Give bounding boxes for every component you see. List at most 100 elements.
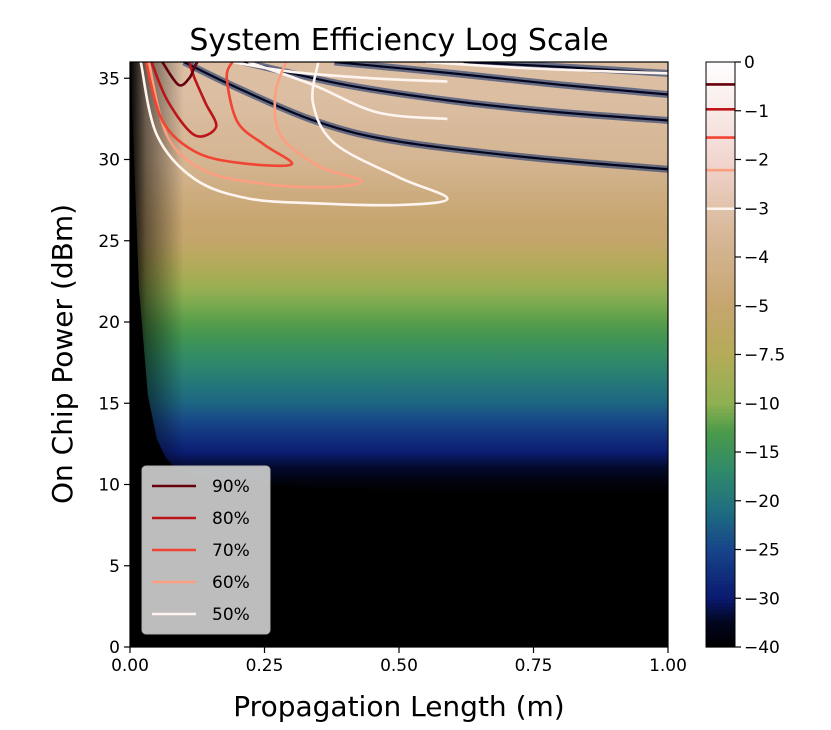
colorbar-band [706,497,735,502]
colorbar-band [706,599,735,604]
colorbar-tick-label-12: −40 [744,638,780,658]
colorbar-band [706,555,735,560]
contour-50-upper [231,62,448,83]
colorbar-band [706,606,735,612]
colorbar-band [706,248,735,253]
colorbar-band [706,573,735,579]
colorbar: 0 −1 −2 −3 −4 −5 −7.5 −10 −15 −20 −25 −30 −40 [705,53,785,658]
colorbar-band [706,577,735,582]
colorbar-band [706,62,735,67]
y-tick-label-5: 25 [98,232,120,252]
chart-title: System Efficiency Log Scale [189,23,608,58]
colorbar-band [706,584,735,590]
contour-70- [144,62,294,168]
colorbar-tick-label-5: −5 [744,297,769,317]
colorbar-band [706,372,735,378]
colorbar-tick-label-9: −20 [744,492,780,512]
colorbar-band [706,570,735,575]
contour-90- [161,62,199,87]
colorbar-band [706,391,735,396]
x-tick-label-3: 0.75 [515,656,553,676]
colorbar-band [706,544,735,549]
colorbar-tick-label-7: −10 [744,394,780,414]
colorbar-band [706,537,735,542]
colorbar-band [706,643,735,648]
y-tick-label-6: 30 [98,151,120,171]
colorbar-band [706,595,735,601]
legend-label-1: 80% [212,509,250,529]
colorbar-ticks: 0 −1 −2 −3 −4 −5 −7.5 −10 −15 −20 −25 −30 −40 [735,53,785,658]
colorbar-tick-label-11: −30 [744,589,780,609]
colorbar-fill [706,62,735,648]
colorbar-band [706,204,735,209]
colorbar-band [706,288,735,293]
legend-label-3: 60% [212,573,250,593]
x-tick-label-1: 0.25 [246,656,284,676]
colorbar-band [706,281,735,286]
colorbar-band [706,358,735,363]
colorbar-band [706,285,735,290]
colorbar-band [706,530,735,535]
colorbar-band [706,328,735,334]
colorbar-band [706,193,735,198]
colorbar-band [706,350,735,356]
colorbar-contour-marks [706,83,735,211]
colorbar-band [706,146,735,151]
colorbar-band [706,226,735,231]
colorbar-band [706,120,735,125]
colorbar-band [706,127,735,133]
colorbar-band [706,387,735,392]
colorbar-tick-label-10: −25 [744,541,780,561]
colorbar-band [706,486,735,491]
colorbar-band [706,219,735,224]
colorbar-band [706,230,735,235]
colorbar-band [706,179,735,184]
colorbar-band [706,566,735,571]
colorbar-band [706,548,735,553]
colorbar-band [706,138,735,144]
colorbar-band [706,124,735,129]
colorbar-band [706,475,735,480]
colorbar-band [706,321,735,326]
colorbar-band [706,383,735,389]
colorbar-band [706,314,735,319]
colorbar-band [706,632,735,637]
contour-50- [139,62,449,207]
colorbar-band [706,83,735,89]
colorbar-band [706,102,735,107]
contour-60- [147,62,363,189]
x-axis-label: Propagation Length (m) [233,690,564,723]
colorbar-tick-label-3: −3 [744,199,769,219]
colorbar-band [706,445,735,451]
legend: 90% 80% 70% 60% 50% [141,465,271,635]
colorbar-band [706,94,735,100]
colorbar-band [706,303,735,308]
colorbar-band [706,456,735,462]
colorbar-band [706,581,735,586]
colorbar-band [706,639,735,644]
colorbar-band [706,270,735,275]
x-tick-label-2: 0.50 [380,656,418,676]
colorbar-band [706,588,735,593]
colorbar-tick-label-4: −4 [744,248,769,268]
colorbar-band [706,87,735,92]
colorbar-band [706,423,735,429]
colorbar-band [706,519,735,524]
colorbar-band [706,482,735,487]
colorbar-band [706,409,735,414]
colorbar-band [706,142,735,147]
legend-label-0: 90% [212,477,250,497]
colorbar-band [706,237,735,242]
y-axis-label: On Chip Power (dBm) [46,204,79,504]
colorbar-band [706,449,735,454]
colorbar-band [706,109,735,114]
colorbar-band [706,259,735,264]
colorbar-band [706,511,735,516]
colorbar-band [706,442,735,447]
colorbar-band [706,299,735,304]
colorbar-band [706,164,735,169]
y-tick-label-4: 20 [98,313,120,333]
colorbar-band [706,175,735,180]
colorbar-band [706,489,735,495]
colorbar-band [706,617,735,623]
